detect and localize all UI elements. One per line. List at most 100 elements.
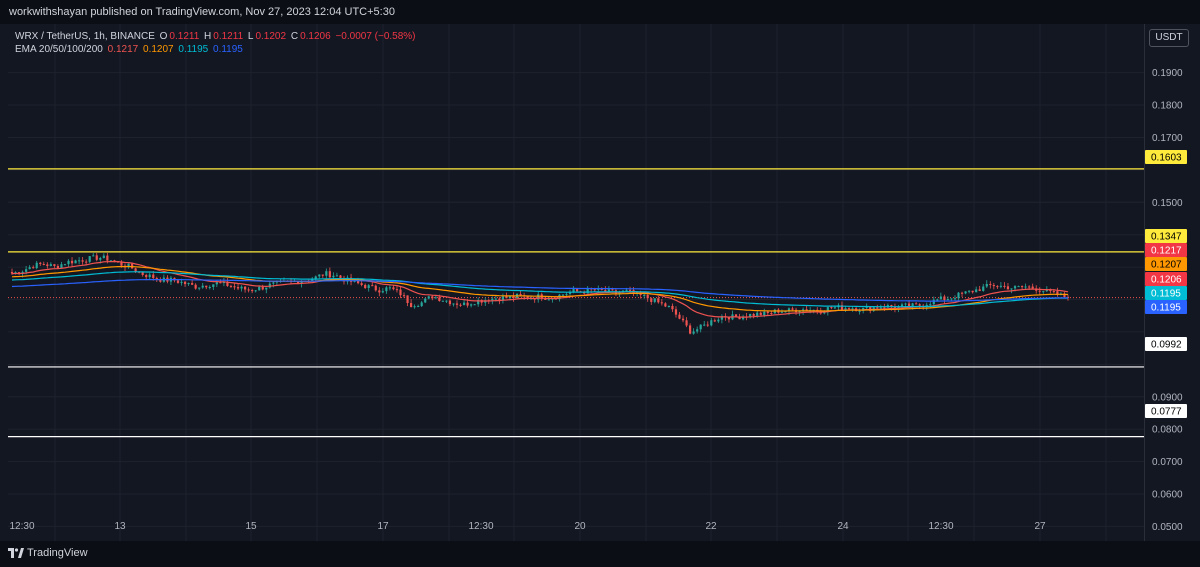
candle-body bbox=[625, 289, 628, 291]
candle-body bbox=[692, 331, 695, 334]
candle-body bbox=[399, 289, 402, 296]
candle-body bbox=[141, 272, 144, 275]
candle-body bbox=[434, 297, 437, 299]
candle-body bbox=[982, 286, 985, 291]
ema20-line bbox=[11, 260, 1069, 318]
candle-body bbox=[936, 299, 939, 301]
candle-body bbox=[81, 260, 84, 262]
candle-body bbox=[759, 312, 762, 316]
ema50-value: 0.1207 bbox=[143, 44, 174, 55]
x-tick-label: 13 bbox=[114, 521, 126, 532]
candle-body bbox=[575, 289, 579, 292]
candle-body bbox=[470, 304, 473, 306]
tradingview-logo-icon bbox=[8, 548, 24, 559]
candle-body bbox=[830, 307, 833, 309]
candle-body bbox=[409, 303, 413, 308]
candle-body bbox=[985, 283, 988, 287]
candle-body bbox=[247, 289, 250, 291]
candle-body bbox=[784, 311, 787, 313]
price-badge bbox=[1145, 404, 1187, 418]
price-badge-label: 0.1603 bbox=[1151, 153, 1182, 164]
candle-body bbox=[946, 298, 950, 300]
price-badge-label: 0.1195 bbox=[1151, 303, 1181, 314]
x-tick-label: 12:30 bbox=[468, 521, 493, 532]
candle-body bbox=[388, 287, 391, 289]
candle-body bbox=[696, 329, 699, 332]
candle-body bbox=[650, 298, 653, 302]
x-tick-label: 22 bbox=[705, 521, 717, 532]
candle-body bbox=[494, 298, 497, 300]
candle-body bbox=[703, 324, 706, 326]
candle-body bbox=[501, 296, 505, 301]
candle-body bbox=[28, 267, 31, 270]
candle-body bbox=[957, 292, 960, 299]
candle-body bbox=[325, 271, 328, 276]
candle-body bbox=[191, 283, 194, 285]
candle-body bbox=[88, 256, 91, 262]
candle-body bbox=[406, 295, 409, 304]
x-tick-label: 24 bbox=[837, 521, 849, 532]
candle-body bbox=[798, 311, 801, 313]
candle-body bbox=[427, 296, 430, 299]
candle-body bbox=[318, 274, 321, 277]
y-tick-label: 0.1900 bbox=[1152, 68, 1183, 79]
y-tick-label: 0.1700 bbox=[1152, 133, 1183, 144]
candle-body bbox=[70, 260, 74, 264]
price-badge-label: 0.0777 bbox=[1151, 407, 1182, 418]
candle-body bbox=[727, 317, 731, 320]
candle-body bbox=[604, 289, 607, 292]
candle-body bbox=[236, 287, 240, 289]
candle-body bbox=[1052, 291, 1055, 293]
candle-body bbox=[498, 298, 501, 301]
symbol-legend: WRX / TetherUS, 1h, BINANCE O 0.1211 H 0.1… bbox=[15, 31, 418, 42]
candle-body bbox=[519, 293, 522, 296]
candle-body bbox=[907, 303, 911, 307]
candle-body bbox=[74, 260, 77, 264]
candle-body bbox=[46, 264, 49, 267]
chart-panel[interactable] bbox=[8, 24, 1144, 541]
candle-body bbox=[424, 298, 427, 303]
candle-body bbox=[996, 286, 999, 288]
candle-body bbox=[505, 296, 508, 299]
open-label: O bbox=[159, 31, 168, 42]
candle-body bbox=[229, 285, 233, 287]
candle-body bbox=[243, 286, 247, 290]
candle-body bbox=[120, 262, 123, 266]
candle-body bbox=[314, 276, 317, 280]
candle-body bbox=[664, 303, 667, 307]
candle-body bbox=[251, 290, 254, 292]
candle-body bbox=[660, 302, 663, 304]
high-value: 0.1211 bbox=[213, 31, 244, 42]
candle-body bbox=[420, 302, 423, 307]
tradingview-brand: TradingView bbox=[27, 547, 88, 559]
candle-body bbox=[215, 282, 218, 285]
high-label: H bbox=[204, 31, 212, 42]
candle-body bbox=[653, 298, 656, 302]
currency-button[interactable]: USDT bbox=[1149, 29, 1189, 47]
ema-label[interactable]: EMA 20/50/100/200 bbox=[15, 44, 103, 55]
candle-body bbox=[106, 255, 109, 261]
candle-body bbox=[681, 318, 685, 321]
candle-body bbox=[148, 274, 151, 278]
candle-body bbox=[39, 262, 42, 264]
candle-body bbox=[586, 288, 589, 294]
candle-body bbox=[968, 290, 971, 292]
price-badge-label: 0.1195 bbox=[1151, 289, 1181, 300]
candle-body bbox=[657, 298, 660, 303]
time-axis-bar bbox=[0, 541, 1200, 567]
candle-body bbox=[187, 283, 190, 285]
candle-body bbox=[749, 313, 752, 318]
candle-body bbox=[49, 264, 52, 267]
candle-body bbox=[385, 287, 388, 292]
candle-body bbox=[791, 308, 794, 310]
candle-body bbox=[441, 300, 444, 302]
candle-body bbox=[78, 260, 81, 262]
candle-body bbox=[152, 274, 155, 279]
candle-body bbox=[869, 306, 872, 311]
tradingview-logo: TradingView bbox=[8, 547, 88, 561]
candle-body bbox=[787, 308, 791, 312]
symbol-name[interactable]: WRX / TetherUS, 1h, BINANCE bbox=[15, 31, 155, 42]
candle-body bbox=[67, 260, 70, 265]
candle-body bbox=[1020, 286, 1024, 288]
